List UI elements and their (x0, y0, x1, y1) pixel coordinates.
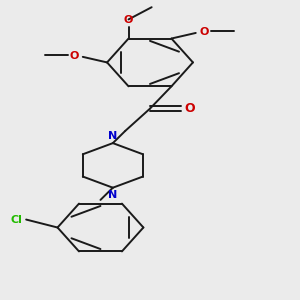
Text: Cl: Cl (11, 214, 23, 224)
Text: O: O (69, 51, 79, 61)
Text: O: O (200, 27, 209, 37)
Text: N: N (108, 190, 118, 200)
Text: N: N (108, 131, 118, 141)
Text: O: O (185, 102, 195, 115)
Text: O: O (124, 15, 133, 25)
